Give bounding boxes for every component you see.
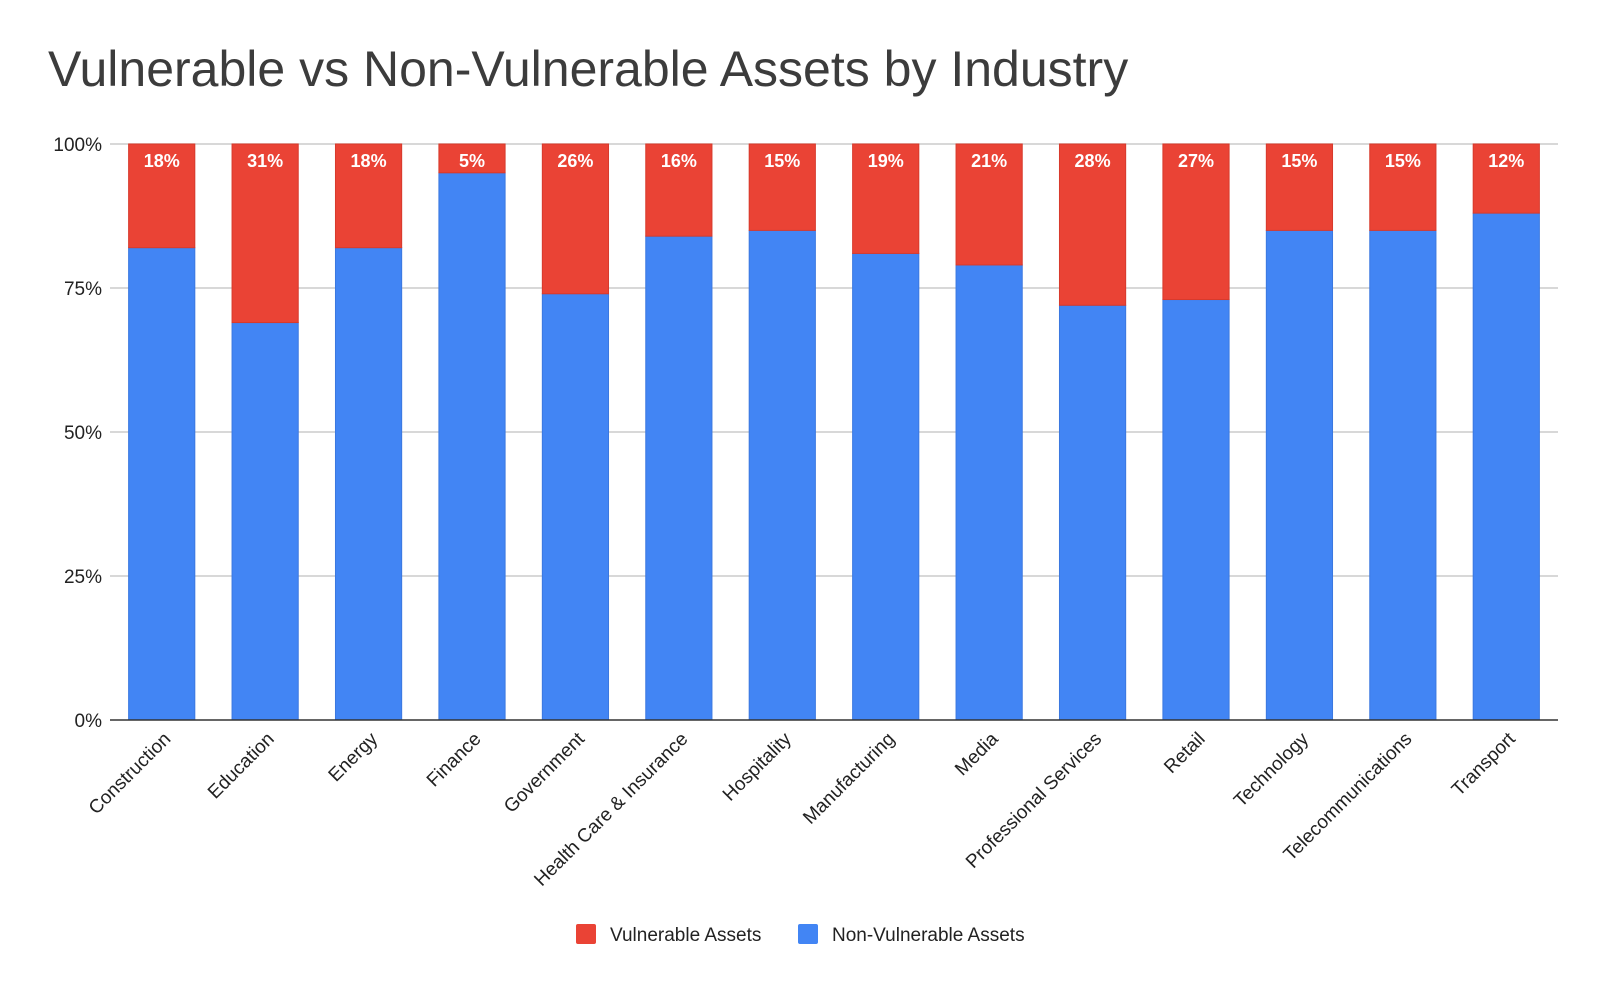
data-label: 26% xyxy=(557,151,593,171)
x-axis-ticks: Construction Education Energy Finance Govern… xyxy=(85,728,1520,890)
x-tick-label: Technology xyxy=(1230,728,1313,811)
data-label: 31% xyxy=(247,151,283,171)
x-tick-label: Transport xyxy=(1448,728,1520,800)
legend-swatch xyxy=(798,924,818,944)
data-label: 15% xyxy=(764,151,800,171)
legend-label: Non-Vulnerable Assets xyxy=(832,925,1025,946)
bars xyxy=(128,143,1540,721)
data-label: 15% xyxy=(1385,151,1421,171)
bar-non-vulnerable xyxy=(1369,229,1437,721)
bar-non-vulnerable xyxy=(541,293,610,721)
data-label: 16% xyxy=(661,151,697,171)
data-label: 21% xyxy=(971,151,1007,171)
bar-vulnerable xyxy=(955,143,1023,266)
bar-vulnerable xyxy=(1369,143,1437,231)
y-tick-label: 75% xyxy=(64,279,102,300)
bar-non-vulnerable xyxy=(955,264,1023,721)
bar-vulnerable xyxy=(1265,143,1334,231)
y-tick-label: 50% xyxy=(64,423,102,444)
bar-vulnerable xyxy=(1058,143,1127,306)
bar-vulnerable xyxy=(334,143,403,249)
bar-vulnerable xyxy=(1472,143,1540,214)
bar-non-vulnerable xyxy=(334,247,403,721)
bar-non-vulnerable xyxy=(1162,299,1230,721)
legend-swatch xyxy=(576,924,596,944)
bar-non-vulnerable xyxy=(1058,304,1127,721)
data-label: 12% xyxy=(1488,151,1524,171)
bar-non-vulnerable xyxy=(1472,212,1540,721)
bar-non-vulnerable xyxy=(748,229,816,721)
y-tick-label: 0% xyxy=(75,711,103,732)
data-label: 5% xyxy=(459,151,485,171)
chart-title: Vulnerable vs Non-Vulnerable Assets by I… xyxy=(48,41,1129,97)
bar-vulnerable xyxy=(645,143,713,237)
gridlines xyxy=(110,143,1558,577)
x-tick-label: Government xyxy=(500,728,589,817)
x-tick-label: Education xyxy=(204,729,279,804)
data-label: 18% xyxy=(351,151,387,171)
bar-non-vulnerable xyxy=(128,247,196,721)
x-tick-label: Energy xyxy=(325,728,383,786)
data-label: 28% xyxy=(1075,151,1111,171)
legend: Vulnerable Assets Non-Vulnerable Assets xyxy=(576,924,1025,946)
bar-vulnerable xyxy=(231,143,299,324)
bar-vulnerable xyxy=(541,143,610,295)
data-label: 27% xyxy=(1178,151,1214,171)
x-tick-label: Manufacturing xyxy=(799,729,899,829)
y-axis-ticks: 0% 25% 50% 75% 100% xyxy=(53,135,102,732)
bar-vulnerable xyxy=(748,143,816,231)
bar-non-vulnerable xyxy=(852,252,920,721)
bar-vulnerable xyxy=(852,143,920,254)
data-label: 15% xyxy=(1281,151,1317,171)
data-label: 19% xyxy=(868,151,904,171)
legend-label: Vulnerable Assets xyxy=(610,925,761,946)
bar-vulnerable xyxy=(1162,143,1230,301)
data-label: 18% xyxy=(144,151,180,171)
x-tick-label: Hospitality xyxy=(719,728,796,805)
bar-vulnerable xyxy=(128,143,196,249)
bar-non-vulnerable xyxy=(231,322,299,721)
x-tick-label: Construction xyxy=(85,729,175,819)
bar-non-vulnerable xyxy=(1265,229,1334,721)
bar-non-vulnerable xyxy=(438,172,506,721)
y-tick-label: 25% xyxy=(64,567,102,588)
y-tick-label: 100% xyxy=(53,135,102,156)
x-tick-label: Finance xyxy=(423,729,486,792)
x-tick-label: Retail xyxy=(1160,729,1209,778)
bar-vulnerable xyxy=(438,143,506,174)
x-tick-label: Media xyxy=(951,728,1003,780)
bar-non-vulnerable xyxy=(645,235,713,721)
data-labels: 18% 31% 18% 5% 26% 16% 15% 19% 21% 28% 27% 15% 15% 12… xyxy=(144,151,1525,171)
